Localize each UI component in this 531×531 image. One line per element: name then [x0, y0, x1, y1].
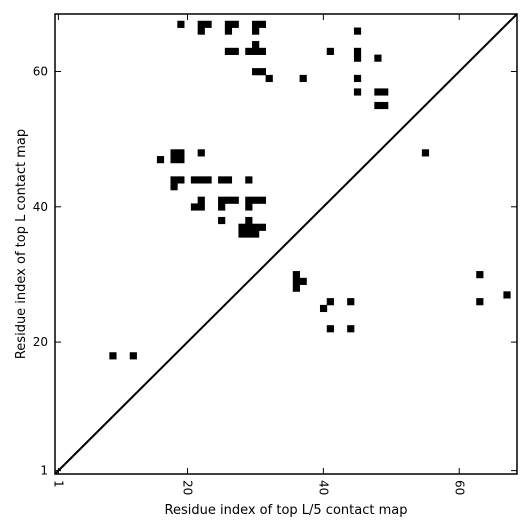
contact-cell [177, 156, 185, 164]
contact-cell [258, 223, 267, 231]
contact-cell [265, 74, 273, 83]
contact-cell [238, 223, 246, 231]
contact-cell [252, 196, 260, 204]
contact-cell [129, 352, 137, 360]
plot-frame [54, 13, 518, 475]
contact-cell [381, 88, 389, 96]
contact-cell [292, 277, 300, 285]
contact-cell [347, 325, 355, 333]
contact-cell [258, 196, 267, 204]
contact-cell [197, 27, 205, 35]
diagonal-line [54, 13, 518, 475]
contact-cell [245, 223, 253, 231]
contact-cell [190, 203, 199, 211]
contact-cell [319, 304, 328, 313]
contact-cell [476, 298, 484, 306]
contact-cell [299, 74, 307, 83]
y-tick-label: 60 [33, 65, 48, 79]
contact-cell [353, 27, 362, 35]
contact-cell [231, 47, 239, 55]
contact-cell [374, 101, 382, 110]
contact-cells [109, 20, 511, 360]
contact-cell [177, 149, 185, 157]
contact-cell [326, 298, 334, 306]
contact-cell [170, 156, 178, 164]
contact-cell [374, 54, 382, 62]
y-tick-label: 20 [33, 335, 48, 349]
contact-cell [252, 230, 260, 238]
contact-cell [258, 20, 267, 28]
y-tick-label: 1 [40, 464, 48, 478]
contact-cell [238, 230, 246, 238]
y-tick-label: 40 [33, 200, 48, 214]
contact-cell [109, 352, 117, 360]
contact-cell [258, 68, 267, 76]
contact-cell [224, 27, 233, 35]
contact-cell [252, 27, 260, 35]
contact-cell [252, 223, 260, 231]
contact-cell [204, 176, 212, 184]
contact-cell [177, 176, 185, 184]
contact-cell [170, 176, 178, 184]
contact-cell [204, 20, 212, 28]
contact-cell [224, 176, 233, 184]
contact-cell [252, 20, 260, 28]
contact-cell [299, 277, 307, 285]
x-axis-ticks: 1 20 40 60 [51, 14, 466, 495]
contact-cell [218, 176, 226, 184]
contact-cell [381, 101, 389, 110]
contact-cell [252, 68, 260, 76]
contact-cell [421, 149, 430, 157]
contact-cell [245, 216, 253, 225]
contact-cell [353, 74, 362, 83]
contact-cell [353, 88, 362, 96]
contact-cell [476, 271, 484, 279]
y-axis-label: Residue index of top L contact map [14, 129, 29, 359]
x-tick-label: 1 [51, 480, 65, 488]
x-tick-label: 20 [180, 480, 194, 495]
contact-cell [252, 41, 260, 49]
contact-cell [374, 88, 382, 96]
contact-cell [347, 298, 355, 306]
contact-cell [170, 149, 178, 157]
contact-cell [197, 196, 205, 204]
contact-cell [197, 176, 205, 184]
contact-cell [190, 176, 199, 184]
contact-cell [224, 20, 233, 28]
contact-cell [218, 216, 226, 225]
contact-cell [197, 149, 205, 157]
contact-cell [156, 156, 165, 164]
contact-cell [503, 291, 511, 299]
y-axis-ticks: 1 20 40 60 [33, 65, 517, 478]
x-tick-label: 40 [316, 480, 330, 495]
contact-cell [224, 47, 233, 55]
contact-cell [218, 196, 226, 204]
contact-cell [231, 196, 239, 204]
contact-cell [326, 325, 334, 333]
contact-cell [353, 47, 362, 55]
contact-cell [197, 20, 205, 28]
x-tick-label: 60 [452, 480, 466, 495]
contact-cell [170, 183, 178, 191]
contact-cell [252, 47, 260, 55]
contact-cell [326, 47, 334, 55]
x-axis-label: Residue index of top L/5 contact map [165, 503, 408, 518]
contact-cell [177, 20, 185, 28]
contact-cell [258, 47, 267, 55]
contact-cell [292, 284, 300, 292]
contact-cell [245, 230, 253, 238]
contact-cell [245, 176, 253, 184]
contact-cell [292, 271, 300, 279]
contact-cell [245, 203, 253, 211]
contact-cell [245, 47, 253, 55]
contact-cell [245, 196, 253, 204]
contact-cell [218, 203, 226, 211]
contact-cell [231, 20, 239, 28]
contact-cell [224, 196, 233, 204]
contact-cell [353, 54, 362, 62]
contact-cell [197, 203, 205, 211]
